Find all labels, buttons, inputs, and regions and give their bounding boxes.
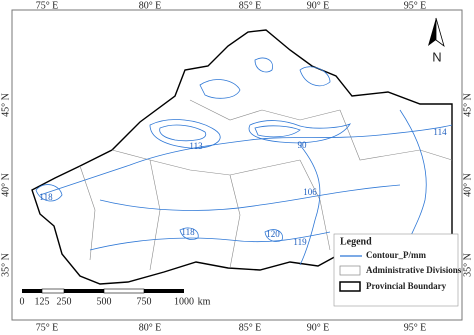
scale-label: 750 [137,296,152,307]
lon-label: 95° E [404,0,427,11]
scale-label: 250 [57,296,72,307]
lon-label: 85° E [239,322,262,333]
contour-label: 119 [293,237,307,247]
contour-label: 113 [189,141,203,151]
contour-label: 90 [298,140,308,150]
lat-label: 45° N [0,93,11,117]
north-arrow: N [428,17,445,64]
lon-label: 80° E [139,0,162,11]
legend-item: Provincial Boundary [366,281,447,291]
scale-label: 125 [35,296,50,307]
lat-label: 35° N [0,253,11,277]
provincial-boundary [31,29,453,285]
legend-title: Legend [340,236,372,247]
legend: Legend Contour_P/mm Administrative Divis… [333,233,462,307]
admin-divisions [79,99,453,271]
lon-label: 90° E [307,0,330,11]
scale-label: 1000 [174,296,194,307]
scale-label: 500 [97,296,112,307]
lon-label: 95° E [404,322,427,333]
contour-label: 118 [39,192,53,202]
contour-label: 106 [303,187,317,197]
scale-label: km [198,296,211,307]
contour-labels: 90 114 113 106 120 118 119 118 [39,127,447,247]
lon-label: 75° E [36,0,59,11]
lon-label: 90° E [307,322,330,333]
contour-label: 118 [181,227,195,237]
lat-label: 35° N [462,253,473,277]
legend-item: Administrative Divisions [366,265,462,275]
contour-label: 114 [433,127,447,137]
lon-label: 85° E [239,0,262,11]
lat-label: 40° N [0,173,11,197]
lat-label: 45° N [462,93,473,117]
lat-label: 40° N [462,173,473,197]
lon-label: 75° E [36,322,59,333]
contour-label: 120 [266,229,280,239]
scale-bar: 0 125 250 500 750 1000 km [20,288,211,307]
north-label: N [432,49,441,64]
lon-label: 80° E [139,322,162,333]
legend-item: Contour_P/mm [366,250,426,260]
contours [35,57,453,266]
scale-label: 0 [20,296,25,307]
